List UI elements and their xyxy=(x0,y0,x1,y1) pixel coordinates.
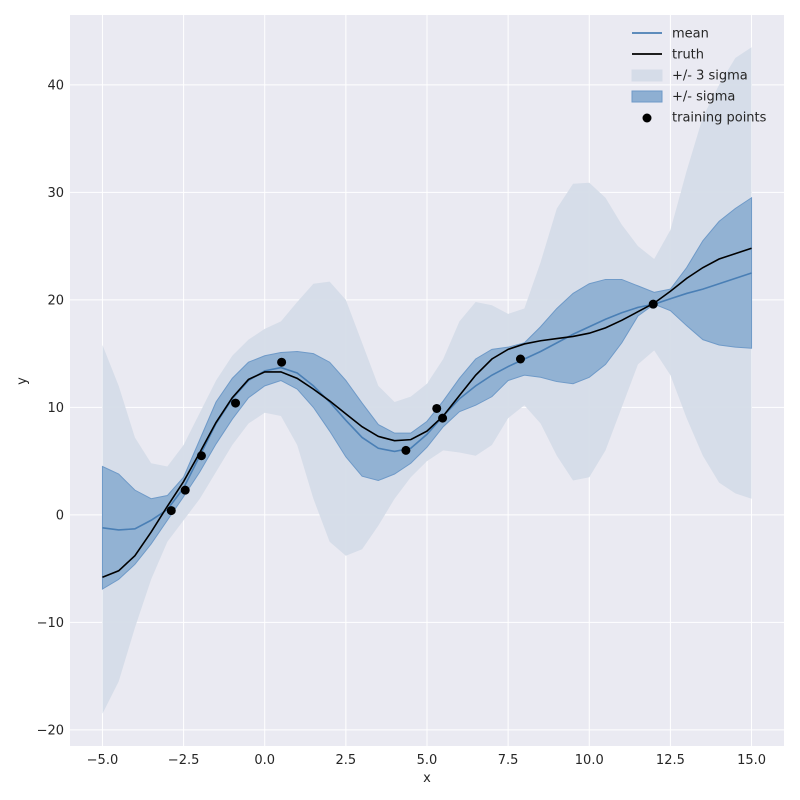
x-tick-label: 10.0 xyxy=(575,753,604,768)
truth-line-layer xyxy=(102,247,752,578)
training-point xyxy=(432,403,442,413)
x-axis-label: x xyxy=(423,771,431,786)
x-tick-labels: −5.0 −2.5 0.0 2.5 5.0 7.5 10.0 12.5 15.0 xyxy=(87,753,766,768)
legend-item: training points xyxy=(642,111,767,126)
y-tick-labels: −20 −10 0 10 20 30 40 xyxy=(37,78,64,738)
y-axis-label: y xyxy=(15,377,30,385)
sigma3-band-layer xyxy=(102,47,752,714)
legend-swatch-band xyxy=(631,69,663,82)
training-point xyxy=(277,357,287,367)
mean-line xyxy=(102,272,752,531)
training-point xyxy=(231,398,241,408)
training-point xyxy=(196,451,206,461)
training-point xyxy=(401,445,411,455)
training-points-layer xyxy=(166,299,658,516)
training-point xyxy=(438,413,448,423)
legend-item: +/- 3 sigma xyxy=(631,69,748,84)
legend-label: +/- 3 sigma xyxy=(672,69,748,84)
training-point xyxy=(166,506,176,516)
training-point xyxy=(648,299,658,309)
x-tick-label: −5.0 xyxy=(87,753,119,768)
training-point xyxy=(515,354,525,364)
training-point xyxy=(180,485,190,495)
y-tick-label: 0 xyxy=(56,508,64,523)
legend-item: mean xyxy=(632,27,709,42)
sigma3-band xyxy=(102,47,752,714)
legend-swatch-point xyxy=(642,113,652,123)
mean-line-layer xyxy=(102,272,752,531)
legend-label: +/- sigma xyxy=(672,90,735,105)
x-tick-label: 7.5 xyxy=(498,753,519,768)
legend-item: +/- sigma xyxy=(631,90,735,105)
x-tick-label: −2.5 xyxy=(168,753,200,768)
y-tick-label: −20 xyxy=(37,723,64,738)
legend-item: truth xyxy=(632,48,704,63)
truth-line xyxy=(102,247,752,578)
legend-label: training points xyxy=(672,111,767,126)
x-tick-label: 2.5 xyxy=(336,753,357,768)
legend-label: mean xyxy=(672,27,709,42)
legend-label: truth xyxy=(672,48,704,63)
sigma1-band xyxy=(101,196,753,590)
y-tick-label: 20 xyxy=(47,293,64,308)
x-tick-label: 0.0 xyxy=(254,753,275,768)
x-tick-label: 12.5 xyxy=(656,753,685,768)
sigma1-band-layer xyxy=(101,196,753,590)
legend: mean truth +/- 3 sigma +/- sigma training po… xyxy=(631,27,767,126)
y-tick-label: 40 xyxy=(47,78,64,93)
y-tick-label: 10 xyxy=(47,401,64,416)
y-tick-label: −10 xyxy=(37,616,64,631)
y-tick-label: 30 xyxy=(47,186,64,201)
x-tick-label: 15.0 xyxy=(737,753,766,768)
legend-swatch-band xyxy=(631,90,663,103)
x-tick-label: 5.0 xyxy=(417,753,438,768)
